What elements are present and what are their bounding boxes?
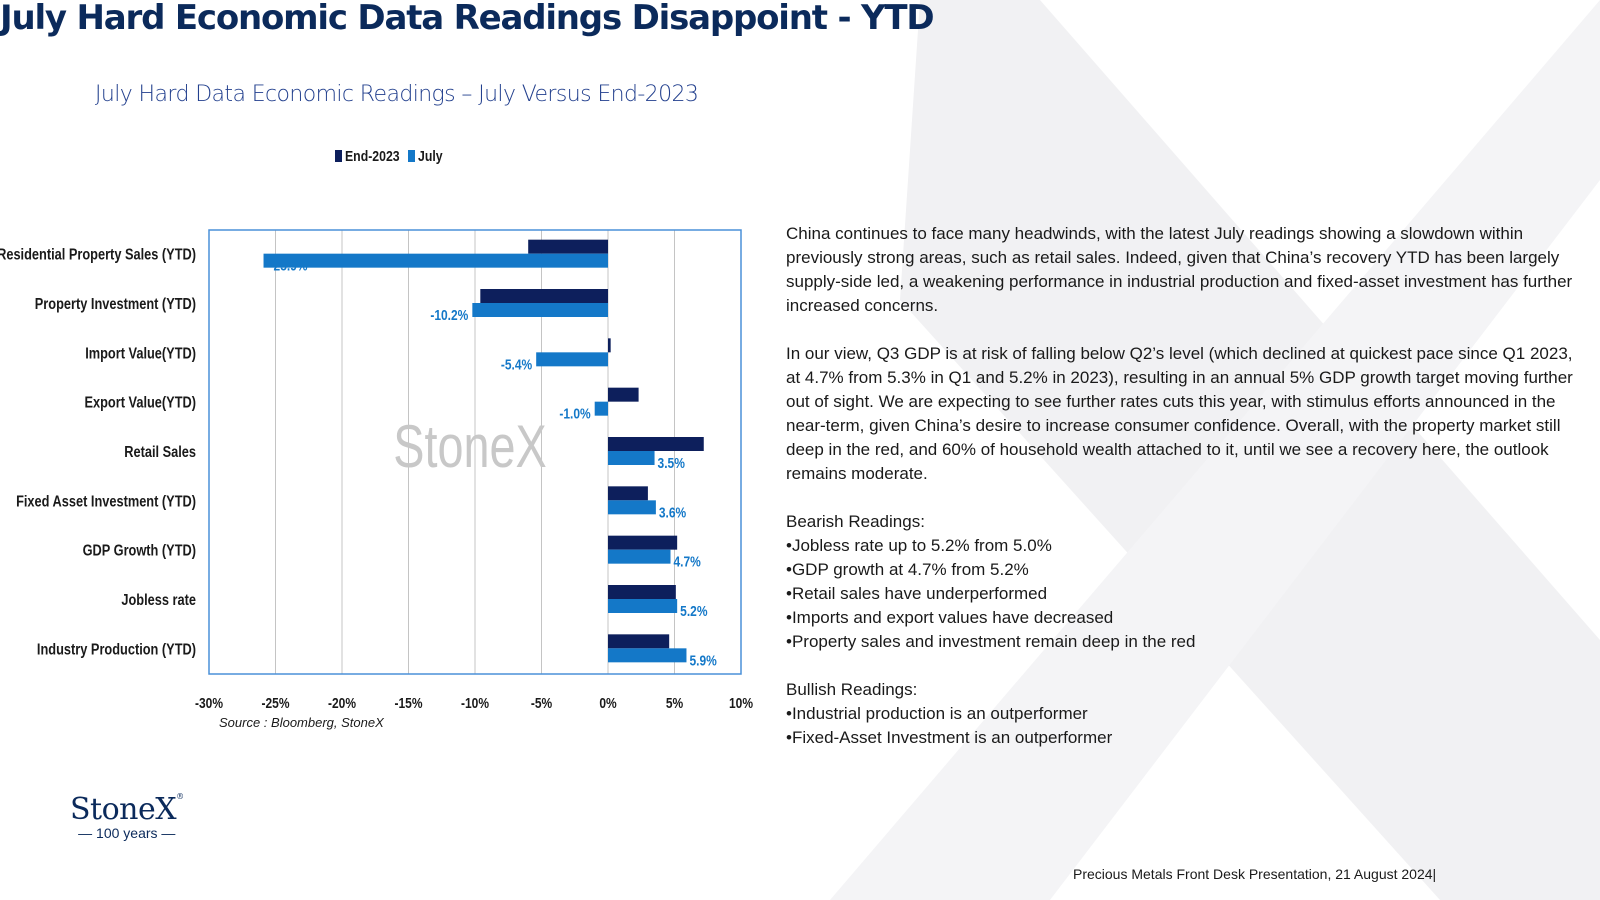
- category-label: Export Value(YTD): [84, 394, 196, 412]
- chart-subtitle: July Hard Data Economic Readings – July …: [95, 82, 699, 107]
- data-label-july: 5.2%: [680, 603, 707, 620]
- category-label: Jobless rate: [121, 592, 196, 610]
- x-tick-label: -15%: [394, 695, 422, 712]
- page-title: July Hard Economic Data Readings Disappo…: [0, 0, 935, 38]
- bar-end-2023: [608, 535, 678, 550]
- x-tick-label: -5%: [531, 695, 552, 712]
- bar-july: [608, 648, 687, 663]
- commentary: China continues to face many headwinds, …: [786, 222, 1576, 750]
- bearish-item: •Retail sales have underperformed: [786, 584, 1048, 603]
- x-tick-label: 5%: [666, 695, 683, 712]
- data-label-july: 3.6%: [659, 504, 686, 521]
- commentary-paragraph-1: China continues to face many headwinds, …: [786, 224, 1573, 315]
- bar-end-2023: [608, 634, 670, 649]
- x-tick-label: -30%: [195, 695, 223, 712]
- legend-label-end-2023: End-2023: [345, 148, 400, 164]
- x-tick-label: -20%: [328, 695, 356, 712]
- data-label-july: -1.0%: [559, 405, 590, 422]
- legend-label-july: July: [418, 148, 443, 164]
- x-tick-label: -25%: [261, 695, 289, 712]
- bar-end-2023: [608, 387, 639, 402]
- footer: Precious Metals Front Desk Presentation,…: [1073, 866, 1437, 882]
- category-label: Property Investment (YTD): [35, 296, 196, 314]
- bar-end-2023: [608, 585, 676, 599]
- bar-end-2023: [608, 338, 611, 353]
- data-label-july: 3.5%: [658, 455, 685, 472]
- chart-source: Source : Bloomberg, StoneX: [219, 715, 385, 730]
- chart-watermark: StoneX: [393, 413, 546, 480]
- bullish-item: •Fixed-Asset Investment is an outperform…: [786, 728, 1113, 747]
- bar-july: [608, 451, 655, 465]
- bearish-item: •Property sales and investment remain de…: [786, 632, 1196, 651]
- bar-end-2023: [608, 437, 704, 451]
- bar-end-2023: [528, 239, 608, 254]
- data-label-july: -10.2%: [430, 307, 468, 324]
- bearish-item: •GDP growth at 4.7% from 5.2%: [786, 560, 1029, 579]
- category-label: Industry Production (YTD): [37, 641, 196, 659]
- bar-july: [536, 352, 608, 367]
- bearish-item: •Jobless rate up to 5.2% from 5.0%: [786, 536, 1052, 555]
- category-label: Retail Sales: [124, 444, 196, 462]
- category-label: Import Value(YTD): [85, 345, 196, 363]
- bar-july: [608, 500, 656, 515]
- data-label-july: 5.9%: [689, 652, 716, 669]
- plot-area-border: [208, 229, 742, 675]
- logo-wordmark: StoneX®: [70, 792, 184, 827]
- logo-years: — 100 years —: [78, 825, 176, 841]
- bearish-item: •Imports and export values have decrease…: [786, 608, 1114, 627]
- legend: End-2023 July: [335, 148, 443, 164]
- bar-july: [608, 549, 671, 564]
- bearish-heading: Bearish Readings:: [786, 512, 925, 531]
- category-label: Residential Property Sales (YTD): [0, 246, 196, 264]
- legend-swatch-july: [408, 150, 415, 162]
- legend-swatch-end-2023: [335, 150, 342, 162]
- category-label: GDP Growth (YTD): [83, 542, 197, 560]
- bullish-item: •Industrial production is an outperforme…: [786, 704, 1088, 723]
- bar-july: [472, 303, 608, 317]
- bar-july: [608, 599, 678, 613]
- x-tick-label: 10%: [729, 695, 753, 712]
- data-label-july: 4.7%: [674, 553, 701, 570]
- x-tick-label: -10%: [461, 695, 489, 712]
- bullish-heading: Bullish Readings:: [786, 680, 918, 699]
- commentary-paragraph-2: In our view, Q3 GDP is at risk of fallin…: [786, 344, 1573, 483]
- category-label: Fixed Asset Investment (YTD): [16, 493, 196, 511]
- data-label-july: -25.9%: [270, 257, 308, 274]
- stonex-logo: StoneX® — 100 years —: [70, 792, 184, 841]
- bar-chart: End-2023 July -30% -25% -20% -15% -10% -5% 0% 5…: [0, 148, 753, 730]
- bar-end-2023: [608, 486, 648, 501]
- bar-end-2023: [480, 289, 608, 303]
- bar-july: [263, 253, 608, 268]
- x-tick-label: 0%: [599, 695, 616, 712]
- bar-july: [594, 401, 608, 416]
- data-label-july: -5.4%: [501, 356, 532, 373]
- chart-watermark-text: StoneX: [393, 413, 546, 480]
